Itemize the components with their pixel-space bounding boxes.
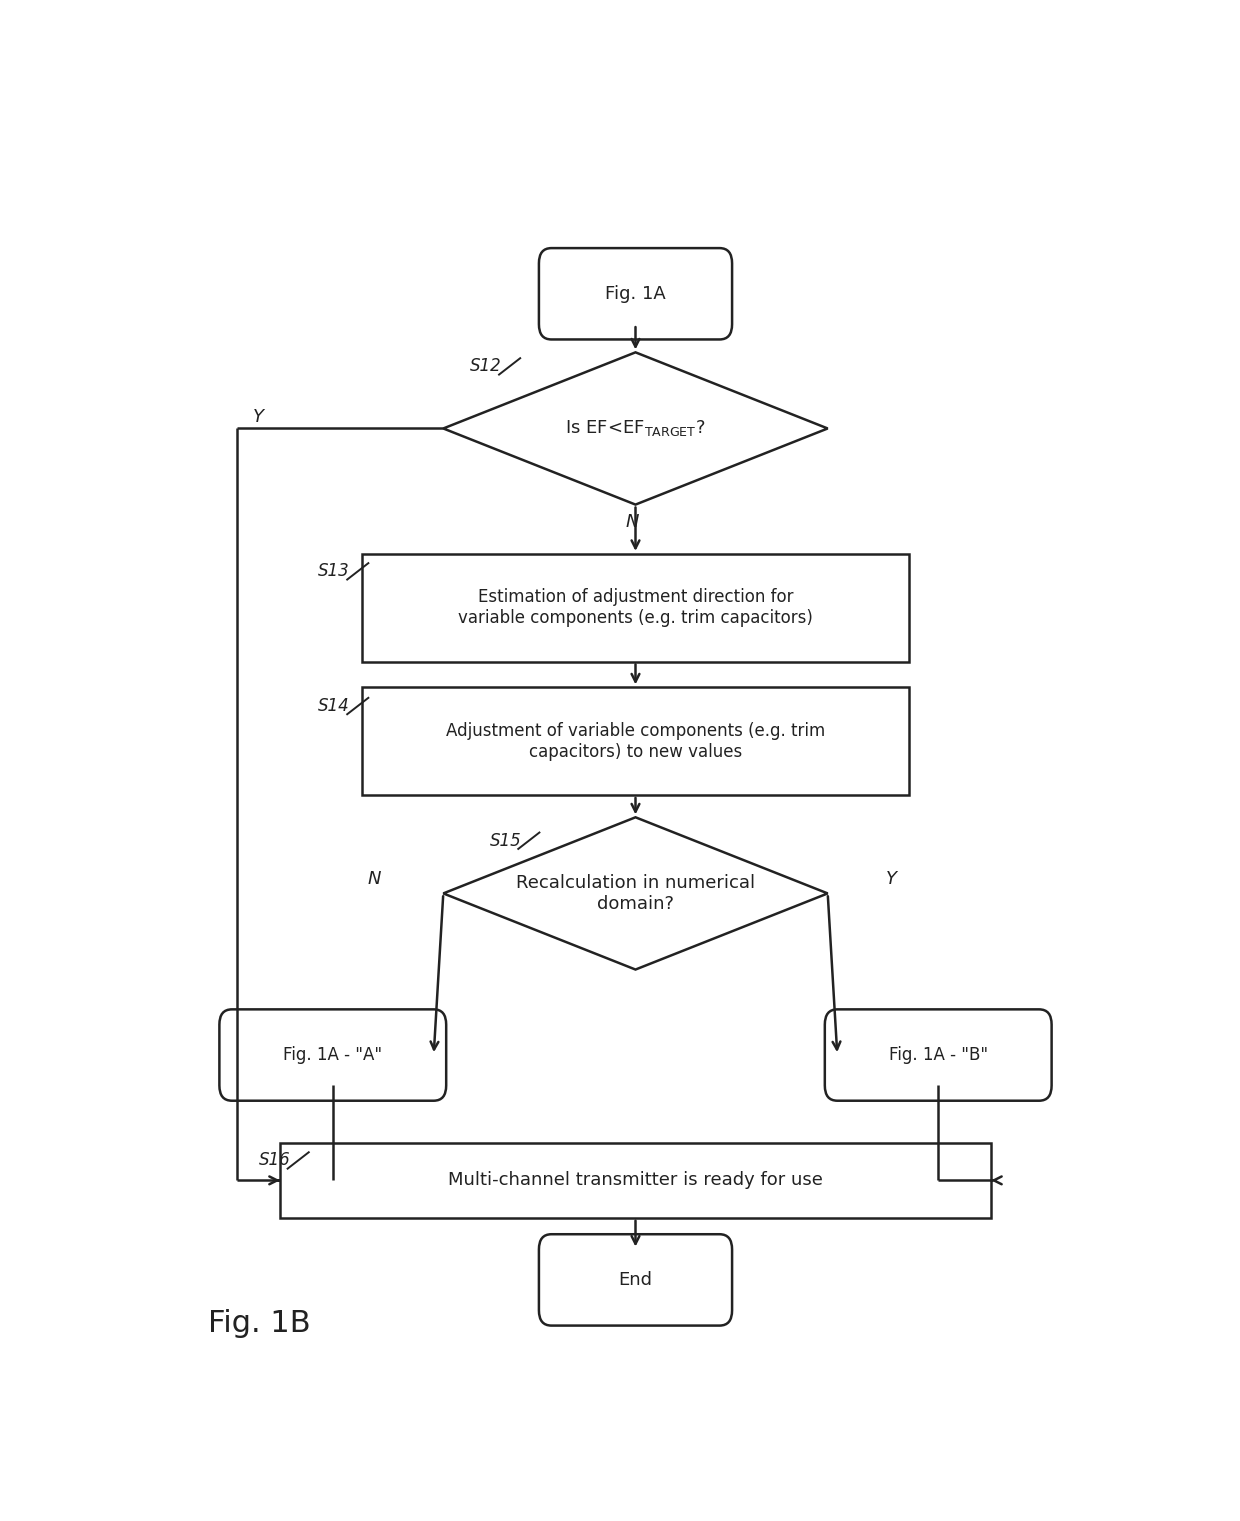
Text: Is EF<EF$_{\mathregular{TARGET}}$?: Is EF<EF$_{\mathregular{TARGET}}$? [565, 418, 706, 438]
Text: Fig. 1A - "A": Fig. 1A - "A" [283, 1046, 382, 1065]
Text: Y: Y [253, 408, 264, 426]
Text: N: N [367, 870, 381, 888]
FancyBboxPatch shape [825, 1010, 1052, 1101]
Text: S12: S12 [470, 357, 502, 376]
Text: Y: Y [885, 870, 897, 888]
FancyBboxPatch shape [539, 248, 732, 339]
Text: Fig. 1A: Fig. 1A [605, 284, 666, 303]
Text: Fig. 1B: Fig. 1B [208, 1308, 310, 1338]
Polygon shape [444, 817, 828, 969]
Polygon shape [444, 353, 828, 505]
Text: S13: S13 [319, 563, 350, 581]
Text: Multi-channel transmitter is ready for use: Multi-channel transmitter is ready for u… [448, 1171, 823, 1189]
Bar [362, 554, 909, 662]
Bar [362, 687, 909, 795]
Text: N: N [626, 513, 640, 531]
FancyBboxPatch shape [539, 1234, 732, 1326]
Text: Estimation of adjustment direction for
variable components (e.g. trim capacitors: Estimation of adjustment direction for v… [458, 589, 813, 627]
FancyBboxPatch shape [219, 1010, 446, 1101]
Text: End: End [619, 1272, 652, 1288]
Text: Fig. 1A - "B": Fig. 1A - "B" [889, 1046, 988, 1065]
Text: S15: S15 [490, 832, 521, 850]
Text: S16: S16 [259, 1151, 290, 1170]
Text: S14: S14 [319, 697, 350, 715]
Text: Recalculation in numerical
domain?: Recalculation in numerical domain? [516, 875, 755, 913]
Text: Adjustment of variable components (e.g. trim
capacitors) to new values: Adjustment of variable components (e.g. … [446, 722, 825, 760]
Bar [280, 1142, 991, 1218]
